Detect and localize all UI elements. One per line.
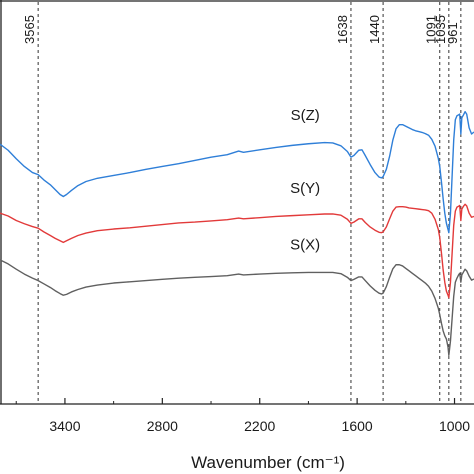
series-labels: S(Z) S(Y) S(X) — [290, 107, 320, 254]
x-tick-label: 1000 — [439, 418, 470, 434]
peak-label-1035: 1035 — [433, 15, 448, 44]
series-line-0 — [0, 110, 474, 234]
peak-label-1091: 1091 — [424, 15, 439, 44]
series-line-2 — [0, 259, 474, 356]
x-axis-label: Wavenumber (cm⁻¹) — [191, 453, 345, 472]
x-tick-label: 1600 — [342, 418, 373, 434]
series-label-2: S(X) — [290, 237, 320, 254]
series-label-1: S(Y) — [290, 180, 320, 197]
x-tick-label: 3400 — [49, 418, 80, 434]
plot-frame — [0, 0, 474, 405]
x-axis-ticks: 3400 2800 2200 1600 1000 — [15, 398, 470, 434]
series-label-0: S(Z) — [291, 107, 320, 124]
peak-label-1440: 1440 — [367, 15, 382, 44]
peak-label-3565: 3565 — [22, 15, 37, 44]
x-tick-label: 2800 — [147, 418, 178, 434]
peak-label-1638: 1638 — [335, 15, 350, 44]
x-tick-label: 2200 — [244, 418, 275, 434]
series-layer — [0, 110, 474, 356]
peak-label-961: 961 — [445, 22, 460, 44]
series-line-1 — [0, 203, 474, 299]
